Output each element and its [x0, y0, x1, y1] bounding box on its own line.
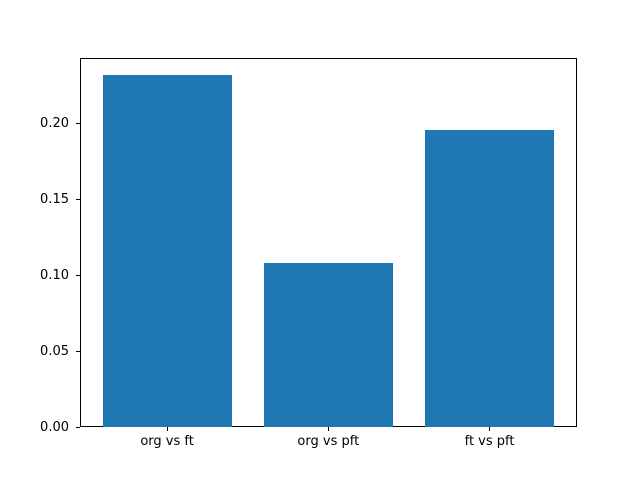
- y-tick-mark: [76, 199, 80, 201]
- y-tick-label: 0.20: [40, 116, 69, 132]
- x-tick-label: org vs ft: [140, 434, 194, 450]
- bar-org-vs-pft: [263, 263, 393, 428]
- y-tick-label: 0.00: [40, 419, 69, 435]
- y-tick-mark: [76, 426, 80, 428]
- bar-org-vs-ft: [102, 75, 232, 428]
- y-tick-mark: [76, 350, 80, 352]
- y-tick-mark: [76, 123, 80, 125]
- x-tick-mark: [166, 427, 168, 432]
- y-tick-label: 0.05: [40, 343, 69, 359]
- x-tick-label: ft vs pft: [464, 434, 515, 450]
- x-tick-label: org vs pft: [297, 434, 360, 450]
- x-tick-mark: [327, 427, 329, 432]
- y-tick-label: 0.10: [40, 268, 69, 284]
- y-tick-mark: [76, 275, 80, 277]
- bar-ft-vs-pft: [425, 129, 555, 428]
- x-tick-mark: [489, 427, 491, 432]
- y-tick-label: 0.15: [40, 192, 69, 208]
